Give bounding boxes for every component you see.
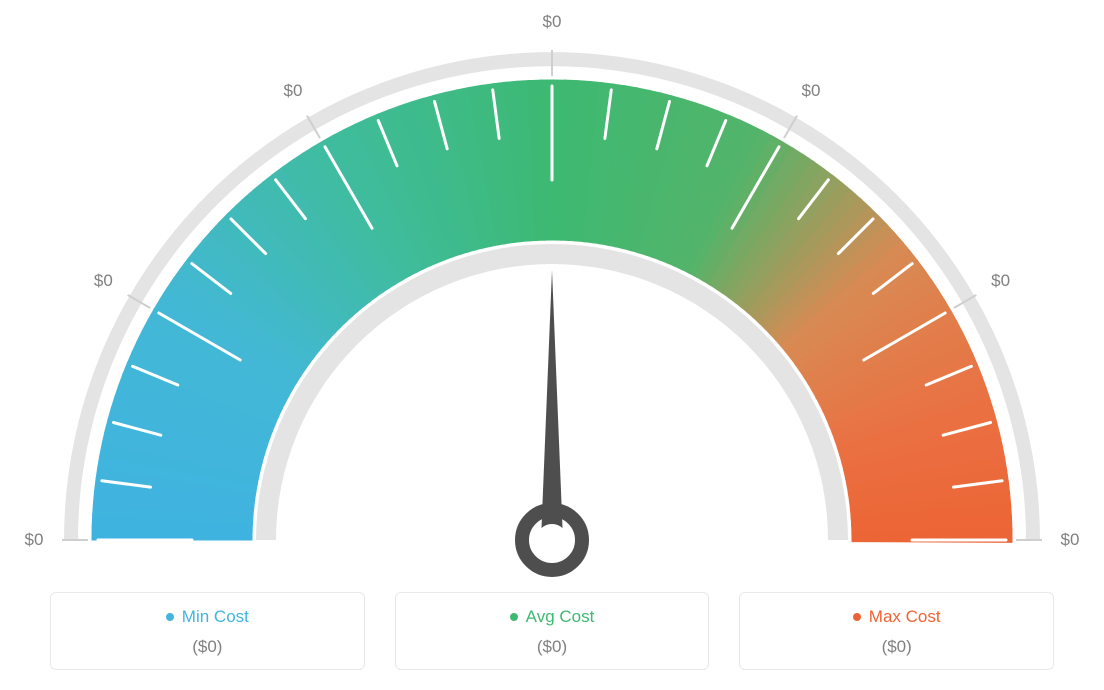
gauge-tick-label: $0 bbox=[284, 81, 303, 101]
legend-text-max: Max Cost bbox=[869, 607, 941, 627]
gauge-chart: $0 $0 $0 $0 $0 $0 $0 bbox=[0, 0, 1104, 560]
cost-gauge-widget: $0 $0 $0 $0 $0 $0 $0 Min Cost ($0) Avg Cost ($… bbox=[0, 0, 1104, 690]
legend-value-avg: ($0) bbox=[406, 637, 699, 657]
gauge-tick-label: $0 bbox=[802, 81, 821, 101]
legend-box-max: Max Cost ($0) bbox=[739, 592, 1054, 670]
legend-label-min: Min Cost bbox=[166, 607, 249, 627]
legend-value-max: ($0) bbox=[750, 637, 1043, 657]
gauge-svg bbox=[0, 10, 1104, 590]
gauge-tick-label: $0 bbox=[543, 12, 562, 32]
legend-label-max: Max Cost bbox=[853, 607, 941, 627]
gauge-tick-label: $0 bbox=[1061, 530, 1080, 550]
legend-dot-min bbox=[166, 613, 174, 621]
gauge-tick-label: $0 bbox=[991, 271, 1010, 291]
legend-box-min: Min Cost ($0) bbox=[50, 592, 365, 670]
legend-dot-max bbox=[853, 613, 861, 621]
legend-label-avg: Avg Cost bbox=[510, 607, 595, 627]
legend-text-avg: Avg Cost bbox=[526, 607, 595, 627]
legend-row: Min Cost ($0) Avg Cost ($0) Max Cost ($0… bbox=[50, 592, 1054, 670]
gauge-tick-label: $0 bbox=[25, 530, 44, 550]
legend-box-avg: Avg Cost ($0) bbox=[395, 592, 710, 670]
legend-value-min: ($0) bbox=[61, 637, 354, 657]
legend-dot-avg bbox=[510, 613, 518, 621]
legend-text-min: Min Cost bbox=[182, 607, 249, 627]
gauge-tick-label: $0 bbox=[94, 271, 113, 291]
